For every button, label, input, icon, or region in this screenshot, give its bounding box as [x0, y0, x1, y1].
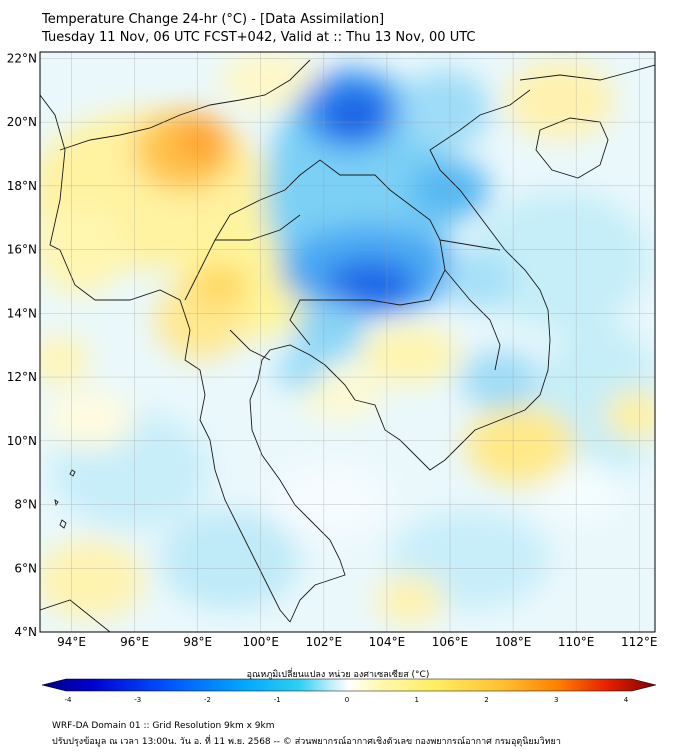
coastlines-and-borders	[40, 59, 655, 632]
lon-tick-label: 104°E	[369, 635, 406, 649]
map-frame	[39, 51, 656, 633]
colorbar: -4 -3 -2 -1 0 1 2 3 4	[41, 678, 657, 704]
lat-tick-label: 20°N	[7, 115, 37, 129]
map-title: Temperature Change 24-hr (°C) - [Data As…	[42, 12, 385, 27]
lon-tick-label: 98°E	[183, 635, 212, 649]
lat-tick-label: 4°N	[14, 625, 37, 639]
lon-tick-label: 96°E	[120, 635, 149, 649]
lat-tick-label: 16°N	[7, 243, 37, 257]
lon-tick-label: 102°E	[306, 635, 343, 649]
lon-tick-label: 108°E	[495, 635, 532, 649]
colorbar-tick-label: 3	[554, 696, 558, 704]
lat-tick-label: 10°N	[7, 434, 37, 448]
lon-tick-label: 112°E	[621, 635, 658, 649]
colorbar-tick-label: -2	[204, 696, 211, 704]
lon-tick-label: 100°E	[243, 635, 280, 649]
map-subtitle: Tuesday 11 Nov, 06 UTC FCST+042, Valid a…	[42, 30, 476, 45]
lon-tick-label: 106°E	[432, 635, 469, 649]
colorbar-tick-label: 0	[345, 696, 349, 704]
lon-tick-label: 94°E	[57, 635, 86, 649]
lat-tick-label: 8°N	[14, 498, 37, 512]
colorbar-title: อุณหภูมิเปลี่ยนแปลง หน่วย องศาเซลเซียส (…	[246, 670, 430, 680]
footer-model-info: WRF-DA Domain 01 :: Grid Resolution 9km …	[52, 721, 275, 731]
colorbar-tick-label: 4	[624, 696, 629, 704]
lat-tick-label: 18°N	[7, 179, 37, 193]
lat-tick-label: 6°N	[14, 561, 37, 575]
lat-tick-label: 22°N	[7, 51, 37, 65]
graticule	[40, 52, 655, 633]
colorbar-tick-label: 2	[484, 696, 488, 704]
lat-tick-label: 12°N	[7, 370, 37, 384]
lat-tick-label: 14°N	[7, 306, 37, 320]
footer-update-info: ปรับปรุงข้อมูล ณ เวลา 13:00น. วัน อ. ที่…	[52, 737, 561, 747]
colorbar-bar	[41, 678, 657, 692]
colorbar-tick-label: -1	[274, 696, 281, 704]
temperature-field	[40, 52, 655, 632]
axis-labels: 94°E 96°E 98°E 100°E 102°E 104°E 106°E 108°E 110…	[7, 51, 658, 649]
colorbar-tick-label: -4	[65, 696, 73, 704]
lon-tick-label: 110°E	[558, 635, 595, 649]
colorbar-tick-label: 1	[415, 696, 419, 704]
colorbar-tick-label: -3	[134, 696, 141, 704]
